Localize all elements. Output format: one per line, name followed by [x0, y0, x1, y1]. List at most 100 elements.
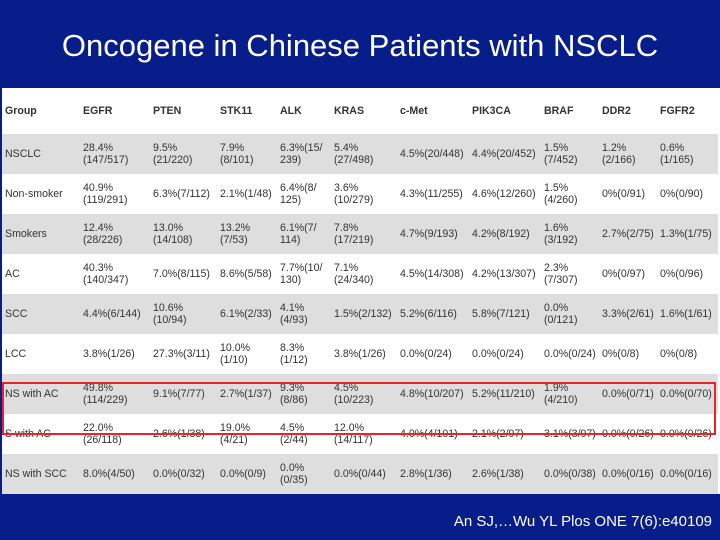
table-row: Non-smoker 40.9%(119/291) 6.3%(7/112) 2.1%(… — [2, 174, 718, 214]
table-cell: 1.6%(3/192) — [544, 221, 578, 247]
table-cell: 0.0%(0/16) — [602, 467, 654, 480]
table-cell: 6.1%(2/33) — [220, 307, 272, 320]
row-group-label: Non-smoker — [5, 187, 63, 200]
column-header-ddr2: DDR2 — [602, 104, 631, 117]
row-group-label: NS with SCC — [5, 467, 67, 480]
table-cell: 19.0%(4/21) — [220, 421, 251, 447]
oncogene-table: Group EGFR PTEN STK11 ALK KRAS c-Met PIK3CA BRAF… — [2, 88, 718, 494]
table-cell: 4.1%(4/93) — [280, 301, 308, 327]
table-cell: 7.1%(24/340) — [334, 261, 374, 287]
row-group-label: NSCLC — [5, 147, 41, 160]
table-cell: 0.0%(0/24) — [400, 347, 452, 360]
table-row: SCC 4.4%(6/144) 10.6%(10/94) 6.1%(2/33) 4.1%… — [2, 294, 718, 334]
table-cell: 4.3%(11/255) — [400, 187, 463, 200]
table-cell: 13.0%(14/108) — [153, 221, 193, 247]
row-group-label: SCC — [5, 307, 28, 320]
table-cell: 10.0%(1/10) — [220, 341, 251, 367]
table-cell: 2.1%(2/97) — [472, 427, 524, 440]
table-cell: 7.9%(8/101) — [220, 141, 254, 167]
table-cell: 0%(0/97) — [602, 267, 645, 280]
table-cell: 9.5%(21/220) — [153, 141, 193, 167]
table-cell: 1.5%(4/260) — [544, 181, 578, 207]
table-cell: 7.0%(8/115) — [153, 267, 210, 280]
table-cell: 0.0%(0/9) — [220, 467, 266, 480]
table-row: LCC 3.8%(1/26) 27.3%(3/11) 10.0%(1/10) 8.3%(… — [2, 334, 718, 374]
table-cell: 2.7%(2/75) — [602, 227, 654, 240]
table-cell: 4.4%(6/144) — [83, 307, 141, 320]
table-cell: 0.0%(0/32) — [153, 467, 205, 480]
table-cell: 9.3%(8/86) — [280, 381, 308, 407]
table-cell: 6.3%(7/112) — [153, 187, 210, 200]
table-cell: 49.8%(114/229) — [83, 381, 128, 407]
table-cell: 2.7%(1/37) — [220, 387, 272, 400]
table-cell: 0%(0/91) — [602, 187, 645, 200]
table-row: NS with SCC 8.0%(4/50) 0.0%(0/32) 0.0%(0/9)… — [2, 454, 718, 494]
table-cell: 6.4%(8/ 125) — [280, 181, 317, 207]
table-cell: 4.5%(2/44) — [280, 421, 308, 447]
table-cell: 27.3%(3/11) — [153, 347, 210, 360]
table-cell: 5.4%(27/498) — [334, 141, 374, 167]
row-group-label: S with AC — [5, 427, 51, 440]
column-header-kras: KRAS — [334, 104, 365, 117]
table-cell: 22.0%(26/118) — [83, 421, 122, 447]
citation: An SJ,…Wu YL Plos ONE 7(6):e40109 — [453, 513, 712, 530]
table-cell: 2.6%(1/38) — [153, 427, 205, 440]
table-cell: 1.5%(2/132) — [334, 307, 392, 320]
table-cell: 7.7%(10/ 130) — [280, 261, 323, 287]
table-cell: 8.6%(5/58) — [220, 267, 272, 280]
table-cell: 0.0%(0/44) — [334, 467, 386, 480]
table-cell: 4.5%(14/308) — [400, 267, 464, 280]
table-cell: 12.4%(28/226) — [83, 221, 123, 247]
table-cell: 0.0%(0/24) — [472, 347, 524, 360]
table-row: AC 40.3%(140/347) 7.0%(8/115) 8.6%(5/58) 7.7… — [2, 254, 718, 294]
column-header-egfr: EGFR — [83, 104, 113, 117]
table-row: NSCLC 28.4%(147/517) 9.5%(21/220) 7.9%(8/10… — [2, 134, 718, 174]
column-header-stk11: STK11 — [220, 104, 253, 117]
table-cell: 0.0%(0/26) — [602, 427, 654, 440]
table-cell: 0.0%(0/70) — [660, 387, 712, 400]
table-cell: 3.3%(2/61) — [602, 307, 654, 320]
column-header-braf: BRAF — [544, 104, 574, 117]
column-header-c-met: c-Met — [400, 104, 428, 117]
table-cell: 0.0%(0/26) — [660, 427, 712, 440]
table-cell: 5.2%(11/210) — [472, 387, 535, 400]
table-cell: 6.3%(15/ 239) — [280, 141, 323, 167]
table-cell: 1.9%(4/210) — [544, 381, 578, 407]
table-cell: 4.2%(13/307) — [472, 267, 536, 280]
table-cell: 0.6%(1/165) — [660, 141, 694, 167]
table-body: NSCLC 28.4%(147/517) 9.5%(21/220) 7.9%(8/10… — [2, 134, 718, 494]
table-cell: 28.4%(147/517) — [83, 141, 129, 167]
row-group-label: AC — [5, 267, 20, 280]
table-cell: 7.8%(17/219) — [334, 221, 374, 247]
table-cell: 3.1%(3/97) — [544, 427, 596, 440]
table-cell: 0.0%(0/71) — [602, 387, 654, 400]
table-cell: 5.8%(7/121) — [472, 307, 530, 320]
column-header-pten: PTEN — [153, 104, 182, 117]
table-cell: 0.0%(0/24) — [544, 347, 596, 360]
table-cell: 8.3%(1/12) — [280, 341, 308, 367]
table-cell: 0.0%(0/35) — [280, 461, 308, 487]
column-header-fgfr2: FGFR2 — [660, 104, 695, 117]
row-group-label: Smokers — [5, 227, 47, 240]
table-cell: 3.8%(1/26) — [334, 347, 386, 360]
table-cell: 2.3%(7/307) — [544, 261, 578, 287]
table-cell: 13.2%(7/53) — [220, 221, 251, 247]
table-cell: 12.0%(14/117) — [334, 421, 373, 447]
table-cell: 10.6%(10/94) — [153, 301, 187, 327]
table-cell: 40.3%(140/347) — [83, 261, 129, 287]
column-header-pik3ca: PIK3CA — [472, 104, 511, 117]
table-cell: 3.6%(10/279) — [334, 181, 374, 207]
table-cell: 1.5%(7/452) — [544, 141, 578, 167]
table-cell: 0.0%(0/16) — [660, 467, 712, 480]
table-cell: 0%(0/96) — [660, 267, 703, 280]
slide-title: Oncogene in Chinese Patients with NSCLC — [61, 28, 659, 63]
table-cell: 3.8%(1/26) — [83, 347, 135, 360]
table-cell: 0.0%(0/38) — [544, 467, 596, 480]
table-cell: 2.8%(1/36) — [400, 467, 452, 480]
table-cell: 4.7%(9/193) — [400, 227, 458, 240]
table-cell: 0%(0/8) — [602, 347, 640, 360]
row-group-label: NS with AC — [5, 387, 59, 400]
column-header-group: Group — [5, 104, 37, 117]
row-group-label: LCC — [5, 347, 27, 360]
table-cell: 5.2%(6/116) — [400, 307, 457, 320]
